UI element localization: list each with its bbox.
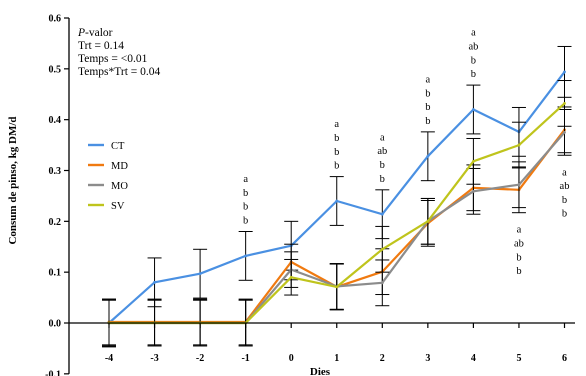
significance-letter: ab — [377, 146, 387, 157]
legend-label-ct: CT — [111, 141, 125, 152]
series-layer — [102, 45, 572, 348]
data-point — [472, 108, 475, 111]
significance-letter: a — [426, 74, 431, 85]
data-point — [563, 102, 566, 105]
annotation-italic: P — [77, 27, 85, 39]
significance-letter: a — [517, 225, 522, 236]
significance-letter: ab — [560, 181, 570, 192]
significance-letter: b — [380, 174, 385, 185]
significance-letter: b — [243, 202, 248, 213]
x-tick-label: 1 — [334, 353, 339, 364]
data-point — [153, 280, 156, 284]
annotation-line: Temps = <0.01 — [78, 53, 148, 65]
significance-letter: b — [334, 147, 339, 158]
significance-letter: a — [471, 28, 476, 39]
letter-group: a ab bb — [514, 225, 524, 277]
y-tick-label: 0.2 — [49, 217, 62, 228]
significance-letter: b — [334, 161, 339, 172]
significance-letter: b — [243, 188, 248, 199]
significance-letter: b — [562, 195, 567, 206]
significance-letter: b — [516, 266, 521, 277]
annotation-text: -valor — [85, 27, 113, 39]
significance-letter: a — [334, 119, 339, 130]
y-tick-label: 0.0 — [49, 319, 62, 330]
x-tick-label: 5 — [516, 353, 521, 364]
y-axis-title: Consum de pinso, kg DM/d — [7, 116, 19, 244]
data-point — [472, 189, 475, 193]
x-tick-label: -2 — [196, 353, 204, 364]
significance-letter: a — [380, 132, 385, 143]
legend: CT MD MO SV — [88, 141, 128, 212]
x-tick-label: 0 — [289, 353, 294, 364]
y-tick-label: 0.5 — [49, 64, 62, 75]
axes: -0.1 0.0 0.1 0.2 0.3 0.4 0.5 0.6 -4 -3 -2 -1 0 1 2 3 4 5 6… — [7, 14, 575, 376]
y-tick-label: 0.6 — [49, 14, 62, 25]
data-point — [472, 159, 475, 163]
y-tick-label: 0.1 — [49, 268, 62, 279]
data-point — [335, 199, 339, 203]
data-point — [380, 247, 384, 251]
annotation-text: Temps*Trt = 0.04 — [78, 66, 161, 78]
significance-letter: b — [334, 133, 339, 144]
x-tick-label: -3 — [150, 353, 158, 364]
significance-letter: b — [562, 209, 567, 220]
x-tick-label: 2 — [380, 353, 385, 364]
letter-group: a ab bb — [468, 28, 478, 80]
data-point — [198, 272, 202, 276]
letter-group: a ab bb — [377, 132, 387, 184]
data-point — [517, 183, 521, 187]
series-mo — [102, 109, 572, 347]
legend-label-sv: SV — [111, 201, 125, 212]
x-tick-label: 4 — [471, 353, 476, 364]
data-point — [517, 143, 521, 147]
data-point — [426, 219, 430, 223]
letter-group: a ab bb — [560, 167, 570, 219]
data-point — [244, 254, 248, 258]
x-tick-label: -4 — [105, 353, 113, 364]
x-tick-label: 3 — [425, 353, 430, 364]
significance-letter: b — [425, 88, 430, 99]
annotation-line: Trt = 0.14 — [78, 40, 124, 52]
x-axis-title: Dies — [310, 366, 331, 376]
significance-letter: b — [425, 102, 430, 113]
legend-label-mo: MO — [111, 181, 128, 192]
annotation-text: Temps = <0.01 — [78, 53, 148, 65]
significance-letter: ab — [514, 238, 524, 249]
significance-letter: a — [562, 167, 567, 178]
data-point — [563, 70, 566, 74]
significance-letter: b — [380, 160, 385, 171]
legend-label-md: MD — [111, 161, 128, 172]
x-tick-label: 6 — [562, 353, 567, 364]
data-point — [563, 130, 566, 134]
significance-letter: b — [471, 69, 476, 80]
significance-letter: ab — [468, 42, 478, 53]
y-tick-label: -0.1 — [45, 369, 61, 376]
significance-letter: b — [243, 216, 248, 227]
y-tick-label: 0.4 — [49, 115, 62, 126]
annotation-line: Temps*Trt = 0.04 — [78, 66, 161, 78]
significance-letter: a — [243, 174, 248, 185]
annotation-text: Trt = 0.14 — [78, 40, 124, 52]
data-point — [426, 154, 430, 158]
data-point — [335, 285, 339, 289]
significance-letter: b — [516, 252, 521, 263]
significance-letter: b — [471, 55, 476, 66]
data-point — [380, 212, 384, 216]
x-tick-label: -1 — [241, 353, 249, 364]
y-tick-label: 0.3 — [49, 166, 62, 177]
annotation-line: P-valor — [77, 27, 113, 39]
data-point — [289, 275, 293, 279]
significance-letter: b — [425, 116, 430, 127]
data-point — [380, 281, 384, 285]
